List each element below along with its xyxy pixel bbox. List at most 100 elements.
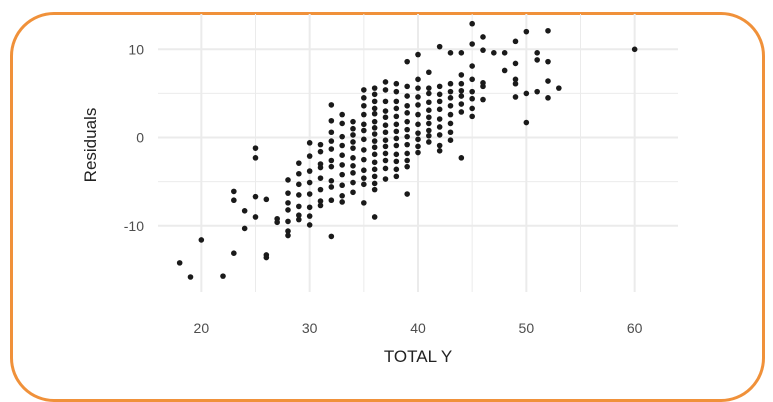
data-point [512, 80, 519, 87]
data-point [415, 130, 421, 136]
data-point [469, 105, 475, 112]
data-point [187, 274, 194, 280]
data-point [415, 51, 421, 58]
data-point [231, 250, 237, 256]
data-point [285, 228, 291, 234]
x-tick-label: 60 [627, 320, 643, 336]
data-point [469, 20, 475, 27]
data-point [350, 118, 356, 125]
data-point [252, 193, 259, 200]
data-point [447, 50, 454, 56]
data-point [447, 95, 454, 101]
data-point [296, 203, 302, 210]
data-point [415, 149, 421, 156]
data-point [317, 141, 324, 148]
data-point [361, 147, 367, 153]
data-point [382, 165, 389, 172]
data-point [306, 222, 313, 228]
data-point [393, 113, 400, 120]
data-point [436, 106, 443, 113]
data-point [501, 67, 508, 74]
data-point [361, 181, 367, 188]
data-point [306, 153, 313, 159]
data-point [252, 155, 259, 161]
data-point [458, 109, 465, 115]
data-point [480, 83, 486, 90]
data-point [415, 85, 421, 91]
data-point [426, 139, 432, 145]
data-point [415, 136, 421, 143]
data-point [339, 171, 345, 178]
data-point [371, 138, 378, 144]
data-point [382, 79, 389, 85]
data-point [296, 192, 302, 198]
data-point [285, 218, 291, 225]
data-point [371, 125, 378, 131]
data-point [404, 141, 410, 148]
data-point [328, 157, 335, 164]
data-point [393, 128, 400, 135]
data-point [480, 34, 486, 40]
data-point [447, 80, 454, 87]
data-point [382, 176, 389, 182]
data-point [339, 182, 345, 189]
data-point [285, 177, 291, 183]
x-tick-labels: 20 30 40 50 60 [194, 320, 643, 336]
data-point [436, 98, 443, 105]
x-tick-label: 50 [519, 320, 535, 336]
data-point [317, 202, 324, 209]
data-point [382, 157, 389, 164]
data-point [458, 93, 465, 99]
data-point [317, 198, 324, 204]
data-point [361, 87, 367, 93]
data-point [263, 254, 270, 261]
data-point [382, 98, 389, 105]
data-point [393, 88, 400, 95]
data-point [350, 132, 356, 138]
data-point [371, 131, 378, 137]
data-point [415, 121, 421, 128]
data-point [241, 208, 248, 214]
data-point [371, 173, 378, 180]
data-point [361, 156, 367, 163]
data-point [317, 164, 324, 171]
data-point [404, 157, 410, 164]
data-point [339, 152, 345, 159]
data-point [285, 200, 291, 206]
data-point [458, 72, 465, 78]
data-point [328, 129, 335, 136]
data-point [382, 87, 389, 93]
data-point [512, 60, 519, 67]
data-point [426, 99, 432, 106]
data-point [252, 145, 259, 151]
data-point [545, 27, 551, 34]
data-point [382, 122, 389, 128]
data-point [371, 144, 378, 151]
data-point [306, 191, 313, 197]
data-point [436, 147, 443, 154]
data-point [328, 184, 335, 190]
data-point [404, 83, 410, 90]
data-point [339, 193, 345, 199]
data-point [382, 150, 389, 157]
data-point [361, 111, 367, 118]
data-point [350, 155, 356, 161]
data-point [339, 111, 345, 118]
data-point [350, 179, 356, 186]
data-point [447, 111, 454, 118]
data-point [404, 93, 410, 99]
data-point [350, 125, 356, 132]
data-point [426, 120, 432, 127]
data-point [296, 181, 302, 188]
data-point [393, 98, 400, 105]
data-point [285, 190, 291, 196]
data-point [220, 273, 226, 279]
data-point [371, 180, 378, 187]
data-point [415, 143, 421, 150]
data-point [469, 76, 475, 83]
data-point [306, 213, 313, 219]
data-point [328, 163, 335, 170]
data-point [469, 88, 475, 95]
data-point [382, 143, 389, 150]
